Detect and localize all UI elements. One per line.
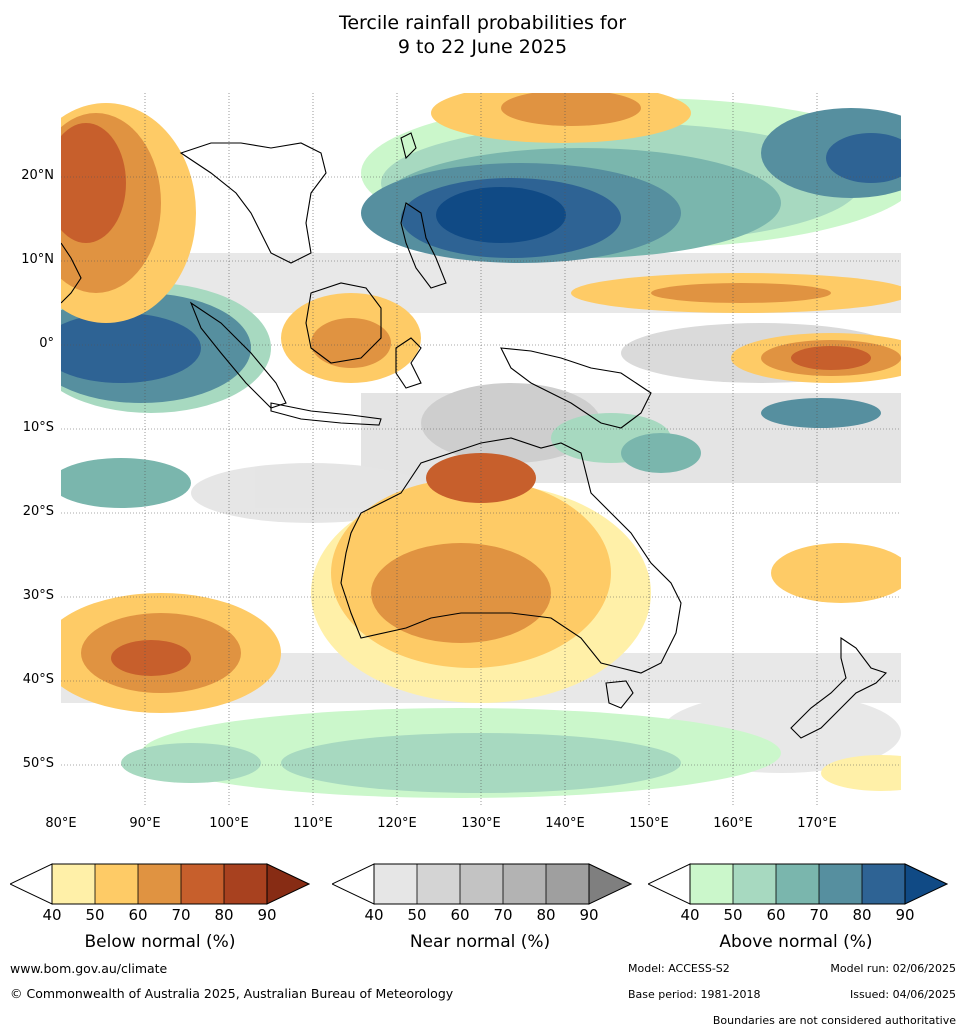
cbar-below-tick: 50 [85,906,105,924]
disclaimer-text: Boundaries are not considered authoritat… [712,1014,956,1027]
below-normal-regions [61,93,901,791]
cbar-below-tick: 40 [42,906,62,924]
cbar-near-tick: 40 [364,906,384,924]
lat-label-40s: 40°S [22,672,54,687]
cbar-below-tick: 60 [128,906,148,924]
cbar-below-swatch-5 [267,864,309,904]
lon-label-140e: 140°E [545,816,585,831]
lon-label-80e: 80°E [45,816,77,831]
issued-text: Issued: 04/06/2025 [849,988,956,1001]
cbar-near-tick: 60 [450,906,470,924]
model-text: Model: ACCESS-S2 [628,962,730,975]
colorbar-near-normal-svg [332,863,632,905]
lon-label-130e: 130°E [461,816,501,831]
cbar-near-swatch-2 [460,864,503,904]
rainfall-probability-map [61,93,901,806]
lon-label-160e: 160°E [713,816,753,831]
website-link[interactable]: www.bom.gov.au/climate [10,961,168,976]
lon-label-170e: 170°E [797,816,837,831]
philippines-coast [400,202,447,289]
tasmania-coast [605,680,634,709]
cbar-near-swatch-4 [546,864,589,904]
sulawesi-coast [395,337,422,389]
lon-label-90e: 90°E [129,816,161,831]
cbar-near-tick: 80 [536,906,556,924]
india-coast [61,242,82,304]
cbar-below-swatch-0 [52,864,95,904]
cbar-below-swatch-1 [95,864,138,904]
cbar-near-swatch-1 [417,864,460,904]
map-canvas [61,93,901,806]
cbar-below-swatch-4 [224,864,267,904]
lat-label-0: 0° [39,336,54,351]
cbar-below-swatch-3 [181,864,224,904]
borneo-coast [305,282,382,364]
cbar-above-tick: 50 [723,906,743,924]
cbar-above-tick: 90 [895,906,915,924]
coastlines [61,132,888,739]
lon-label-120e: 120°E [377,816,417,831]
cbar-above-tick: 70 [809,906,829,924]
australia-coast [340,437,682,674]
cbar-above-tick: 40 [680,906,700,924]
sumatra-coast [189,301,287,409]
cbar-above-tick: 80 [852,906,872,924]
colorbar-near-title: Near normal (%) [409,932,551,952]
lat-label-30s: 30°S [22,588,54,603]
lat-label-50s: 50°S [22,756,54,771]
cbar-near-tick: 90 [579,906,599,924]
map-title-line1: Tercile rainfall probabilities for [338,12,627,34]
new-zealand-coast [790,636,888,739]
lat-label-20s: 20°S [22,504,54,519]
lat-label-10s: 10°S [22,420,54,435]
cbar-above-swatch-5 [905,864,947,904]
colorbar-near-normal [332,862,632,906]
cbar-near-swatch-5 [589,864,631,904]
indochina-coast [179,142,327,264]
graticule [61,93,901,806]
above-normal-regions [61,98,901,798]
base-period-text: Base period: 1981-2018 [628,988,761,1001]
cbar-below-tick: 80 [214,906,234,924]
cbar-above-swatch-1 [733,864,776,904]
cbar-near-tick: 70 [493,906,513,924]
cbar-near-swatch-3 [503,864,546,904]
colorbar-above-normal [648,862,948,906]
colorbar-below-title: Below normal (%) [84,932,236,952]
taiwan-coast [400,132,417,160]
lon-label-100e: 100°E [209,816,249,831]
map-title-line2: 9 to 22 June 2025 [397,36,568,58]
colorbar-above-normal-svg [648,863,948,905]
cbar-above-swatch-4 [862,864,905,904]
lat-label-10n: 10°N [21,252,54,267]
cbar-below-tick: 90 [257,906,277,924]
cbar-below-tick: 70 [171,906,191,924]
java-coast [270,402,382,426]
cbar-above-swatch-0 [690,864,733,904]
cbar-near-tick: 50 [407,906,427,924]
cbar-above-swatch-2 [776,864,819,904]
lat-label-20n: 20°N [21,168,54,183]
new-guinea-coast [500,347,652,429]
model-run-text: Model run: 02/06/2025 [830,962,956,975]
cbar-above-tick: 60 [766,906,786,924]
colorbar-below-normal [10,862,310,906]
cbar-above-swatch-3 [819,864,862,904]
cbar-near-swatch-0 [374,864,417,904]
lon-label-110e: 110°E [293,816,333,831]
copyright-text: © Commonwealth of Australia 2025, Austra… [10,986,454,1001]
colorbar-above-title: Above normal (%) [719,932,873,952]
colorbar-below-normal-svg [10,863,310,905]
lon-label-150e: 150°E [629,816,669,831]
cbar-below-swatch-2 [138,864,181,904]
